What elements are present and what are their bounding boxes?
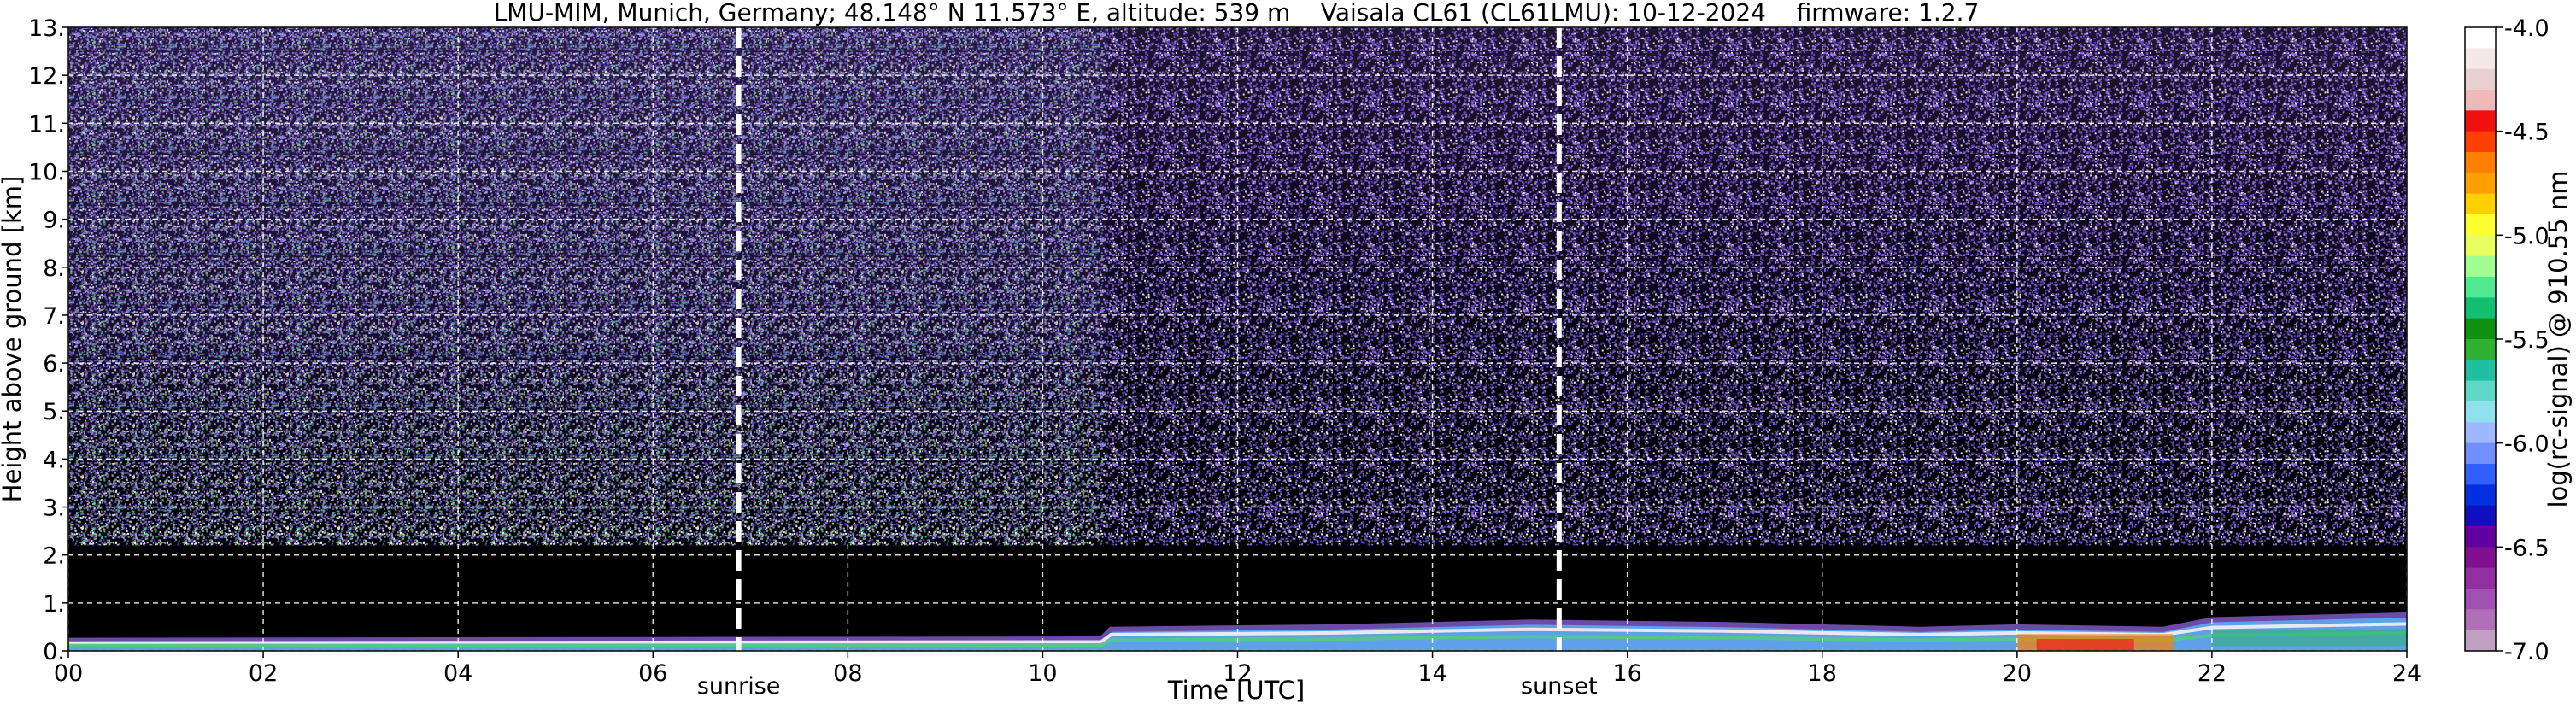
colorbar-swatch [2465, 110, 2496, 132]
y-tick-label: 1. [43, 591, 65, 618]
peak-signal-patch [2036, 638, 2134, 651]
colorbar-swatch [2465, 360, 2496, 382]
colorbar-swatch [2465, 630, 2496, 652]
colorbar-swatch [2465, 255, 2496, 278]
colorbar: -4.0 -4.5 -5.0 -5.5 -6.0 -6.5 -7.0 [2464, 15, 2550, 665]
x-tick-label: 20 [2003, 660, 2032, 687]
colorbar-swatch [2465, 609, 2496, 631]
colorbar-swatch [2465, 193, 2496, 215]
x-tick-label: 04 [443, 660, 472, 687]
x-tick-label: 16 [1612, 660, 1641, 687]
x-tick-label: 12 [1223, 660, 1252, 687]
boundary-layer-green-band [68, 630, 2407, 647]
y-tick-label: 6. [43, 351, 65, 378]
colorbar-swatch [2465, 401, 2496, 423]
colorbar-tick-label: -7.0 [2504, 639, 2550, 665]
x-tick-label: 22 [2198, 660, 2227, 687]
colorbar-tick-label: -4.5 [2504, 120, 2550, 146]
colorbar-swatch [2465, 547, 2496, 569]
colorbar-swatch [2465, 90, 2496, 111]
x-tick-label: 14 [1417, 660, 1446, 687]
colorbar-swatch [2465, 589, 2496, 610]
colorbar-swatch [2465, 68, 2496, 91]
y-axis-label: Height above ground [km] [0, 176, 26, 503]
x-tick-label: 02 [249, 660, 278, 687]
y-tick-label: 13. [28, 15, 65, 42]
colorbar-swatch [2465, 214, 2496, 236]
colorbar-swatch [2465, 422, 2496, 444]
colorbar-swatch [2465, 297, 2496, 319]
colorbar-swatch [2465, 505, 2496, 527]
x-tick-label: 00 [54, 660, 83, 687]
y-tick-label: 3. [43, 495, 65, 522]
colorbar-swatch [2465, 484, 2496, 507]
colorbar-swatch [2465, 277, 2496, 298]
colorbar-swatch [2465, 173, 2496, 195]
colorbar-swatch [2465, 526, 2496, 548]
x-tick-label: 24 [2392, 660, 2421, 687]
y-tick-label: 5. [43, 399, 65, 425]
colorbar-tick-label: -4.0 [2504, 15, 2550, 42]
colorbar-swatch [2465, 339, 2496, 360]
sun-event-lines [736, 27, 1562, 651]
colorbar-tick-label: -5.0 [2504, 223, 2550, 249]
y-tick-label: 9. [43, 208, 65, 234]
colorbar-tick-label: -6.0 [2504, 431, 2550, 458]
x-axis-label: Time [UTC] [1167, 676, 1305, 705]
sunset-label: sunset [1521, 673, 1598, 700]
x-tick-label: 10 [1028, 660, 1057, 687]
y-tick-label: 7. [43, 303, 65, 330]
colorbar-swatch [2465, 442, 2496, 465]
colorbar-swatch [2465, 131, 2496, 153]
annotation-labels: sunrise sunset [697, 673, 1598, 700]
x-tick-label: 06 [638, 660, 667, 687]
colorbar-tick-label: -6.5 [2504, 535, 2550, 561]
colorbar-tick-label: -5.5 [2504, 327, 2550, 354]
colorbar-swatch [2465, 567, 2496, 589]
colorbar-swatch [2465, 27, 2496, 49]
y-tick-label: 11. [28, 111, 65, 138]
y-tick-label: 12. [28, 63, 65, 90]
x-tick-label: 08 [833, 660, 862, 687]
chart-title: LMU-MIM, Munich, Germany; 48.148° N 11.5… [494, 0, 1980, 26]
boundary-layer-bright-band [68, 622, 2407, 645]
colorbar-swatch [2465, 48, 2496, 70]
y-tick-label: 10. [28, 159, 65, 185]
y-tick-label: 2. [43, 543, 65, 570]
y-axis: 0. 1. 2. 3. 4. 5. 6. 7. 8. 9. 10. 11. 12. 13. [28, 15, 68, 665]
colorbar-swatch [2465, 464, 2496, 485]
x-axis: 00 02 04 06 08 10 12 14 16 18 20 22 24 [54, 651, 2421, 687]
sunrise-label: sunrise [697, 673, 781, 700]
plot-area [68, 27, 2407, 651]
evening-signal-patch [2211, 629, 2407, 647]
boundary-layer-top-edge [68, 612, 2407, 643]
colorbar-swatch [2465, 235, 2496, 257]
x-tick-label: 18 [1808, 660, 1837, 687]
noise-tint-early [68, 27, 1106, 575]
colorbar-swatch [2465, 318, 2496, 340]
y-tick-label: 8. [43, 255, 65, 282]
colorbar-swatch [2465, 380, 2496, 402]
grid-lines [68, 27, 2407, 651]
y-tick-label: 4. [43, 447, 65, 473]
colorbar-swatch [2465, 152, 2496, 173]
y-tick-label: 0. [43, 639, 65, 665]
colorbar-label: log(rc-signal) @ 910.55 nm [2544, 170, 2573, 507]
